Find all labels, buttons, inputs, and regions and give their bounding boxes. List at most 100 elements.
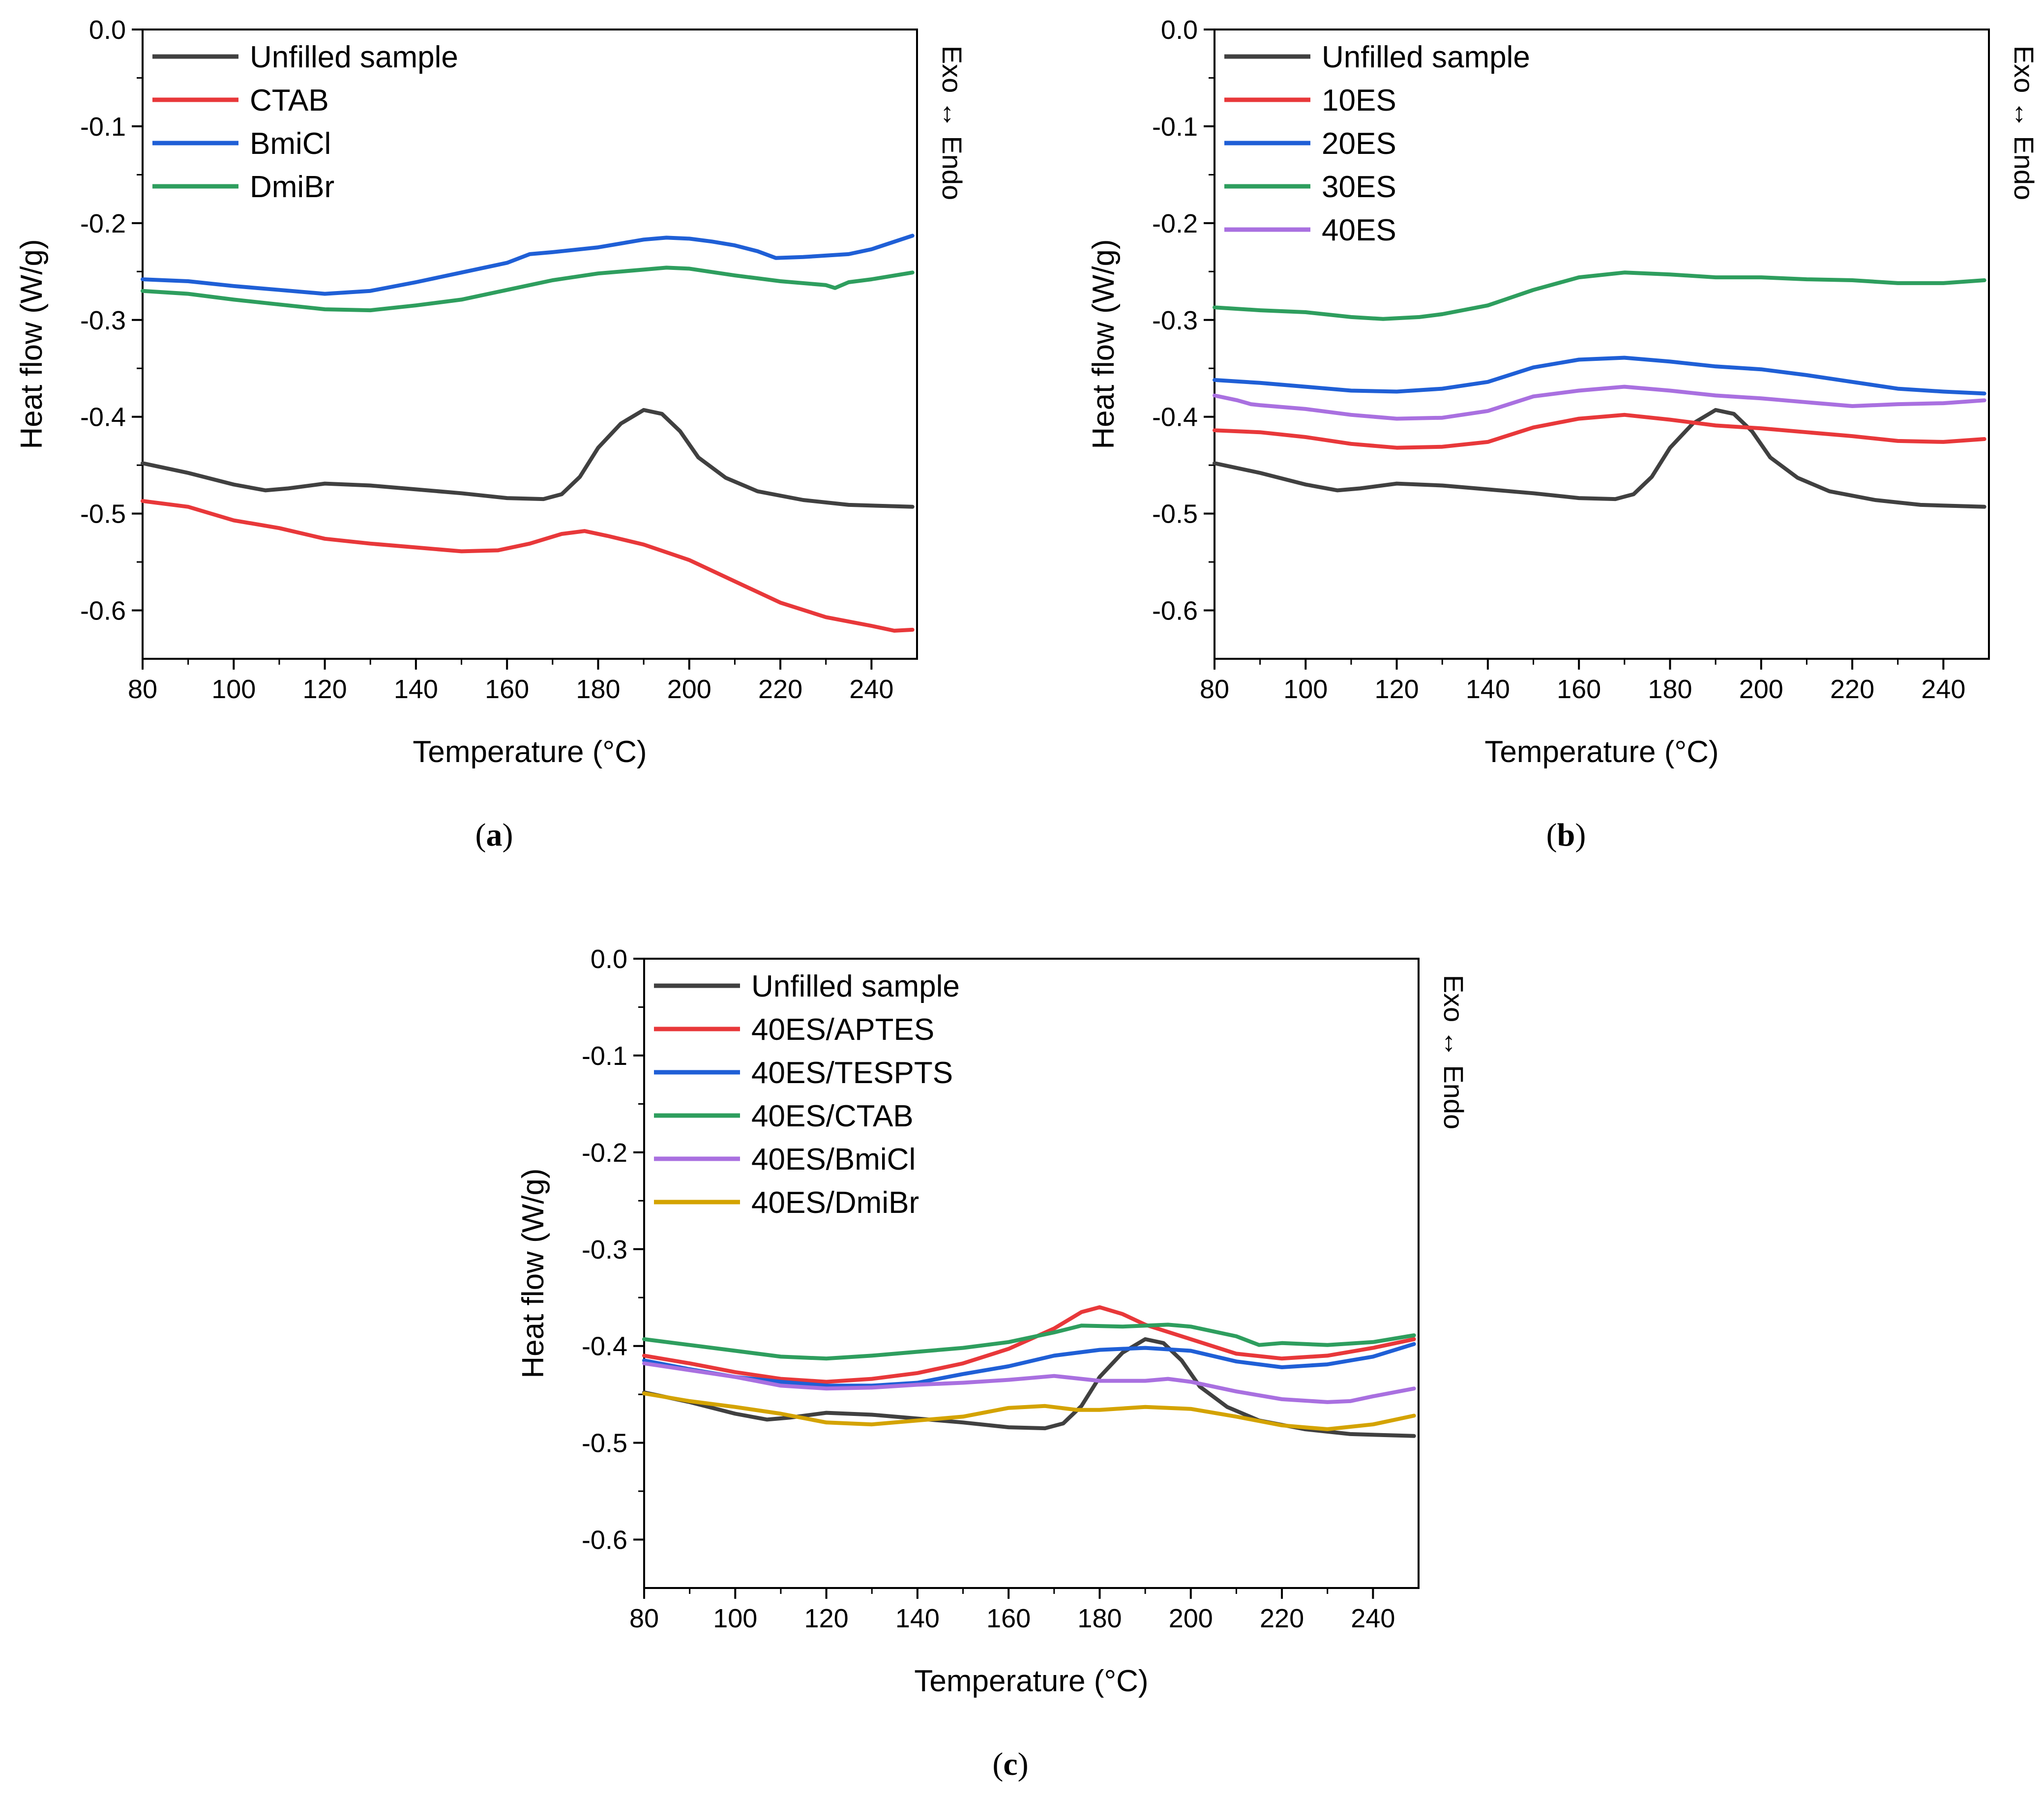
caption-close-paren: ): [1575, 817, 1586, 853]
x-tick-label: 240: [1351, 1604, 1395, 1633]
caption-open-paren: (: [1546, 817, 1557, 853]
legend-entry: 10ES: [1322, 84, 1396, 118]
y-tick-label: -0.2: [582, 1138, 627, 1168]
panel-c-backdrop: [447, 890, 1573, 1728]
y-tick-label: -0.5: [582, 1429, 627, 1458]
x-tick-label: 180: [1648, 675, 1692, 704]
series-line-ctab: [141, 499, 915, 633]
x-tick-label: 140: [394, 675, 438, 704]
plot-frame: [643, 958, 1420, 1589]
caption-close-paren: ): [1018, 1746, 1029, 1782]
x-axis-title: Temperature (°C): [413, 735, 647, 769]
y-tick-label: -0.1: [582, 1041, 627, 1071]
series-line-20es: [1213, 355, 1986, 396]
series-line-40es-bmicl: [642, 1361, 1416, 1404]
y-tick-label: -0.4: [1152, 403, 1198, 432]
legend-entry: 40ES/BmiCl: [751, 1143, 916, 1176]
x-tick-label: 80: [128, 675, 157, 704]
plot-frame: [142, 29, 918, 660]
legend-entry: CTAB: [250, 84, 329, 118]
plot-frame: [1214, 29, 1990, 660]
y-tick-label: -0.3: [1152, 306, 1198, 335]
x-tick-label: 140: [895, 1604, 940, 1633]
legend-entry: 20ES: [1322, 127, 1396, 161]
y-tick-label: -0.2: [80, 209, 126, 238]
legend-entry: 40ES/DmiBr: [751, 1186, 919, 1220]
legend-entry: Unfilled sample: [1322, 40, 1530, 74]
legend-entry: Unfilled sample: [250, 40, 458, 74]
x-tick-label: 140: [1466, 675, 1510, 704]
y-tick-label: -0.3: [80, 306, 126, 335]
panel-b: 80 100 120 140 160 180 200 220 240 0.0 -0.1 -0.2 -0.…: [1087, 15, 2040, 853]
series-line-40es-aptes: [642, 1305, 1416, 1384]
series-line-unfilled-sample: [141, 408, 915, 509]
y-axis-title: Heat flow (W/g): [15, 239, 49, 449]
y-tick-label: -0.5: [80, 500, 126, 529]
x-tick-label: 220: [1830, 675, 1874, 704]
y-axis-title: Heat flow (W/g): [1087, 239, 1121, 449]
x-tick-label: 220: [758, 675, 802, 704]
series-line-30es: [1213, 270, 1986, 321]
legend-entry: 40ES/TESPTS: [751, 1056, 953, 1090]
x-axis-title: Temperature (°C): [1484, 735, 1718, 769]
x-tick-label: 100: [1283, 675, 1328, 704]
y-tick-label: -0.4: [80, 403, 126, 432]
x-tick-label: 220: [1260, 1604, 1304, 1633]
panel-caption: (b): [1546, 817, 1586, 853]
x-tick-label: 160: [485, 675, 529, 704]
x-tick-label: 180: [576, 675, 620, 704]
caption-open-paren: (: [992, 1746, 1003, 1782]
exo-endo-label: Exo ↔ Endo: [2009, 46, 2040, 200]
y-tick-label: -0.6: [582, 1526, 627, 1555]
x-tick-label: 160: [986, 1604, 1031, 1633]
series-line-bmicl: [141, 234, 915, 296]
legend-entry: 40ES: [1322, 213, 1396, 247]
legend-entry: BmiCl: [250, 127, 331, 161]
y-tick-label: -0.6: [1152, 596, 1198, 626]
y-tick-label: -0.3: [582, 1235, 627, 1265]
exo-endo-label: Exo ↔ Endo: [937, 46, 968, 200]
series-line-40es-tespts: [642, 1342, 1416, 1388]
x-tick-label: 200: [1739, 675, 1783, 704]
x-tick-label: 200: [667, 675, 711, 704]
y-axis-title: Heat flow (W/g): [516, 1168, 550, 1378]
x-tick-label: 100: [713, 1604, 757, 1633]
caption-open-paren: (: [475, 817, 486, 853]
y-tick-label: -0.4: [582, 1332, 627, 1361]
y-tick-label: -0.5: [1152, 500, 1198, 529]
y-tick-label: 0.0: [591, 944, 627, 974]
caption-letter: b: [1557, 817, 1575, 853]
legend-entry: DmiBr: [250, 170, 334, 204]
panel-a: 80 100 120 140 160 180 200 220 240 0.0 -0.1 -0.2 -0.…: [15, 15, 968, 853]
x-tick-label: 80: [629, 1604, 659, 1633]
series-line-40es: [1213, 384, 1986, 421]
y-tick-label: 0.0: [1161, 15, 1198, 45]
series-line-unfilled-sample: [1213, 408, 1986, 509]
x-tick-label: 120: [303, 675, 347, 704]
series-line-40es-dmibr: [642, 1391, 1416, 1431]
x-tick-label: 200: [1169, 1604, 1213, 1633]
panel-c: 80 100 120 140 160 180 200 220 240 0.0 -0.1 -0.2 -0.…: [516, 944, 1469, 1782]
x-tick-label: 120: [804, 1604, 849, 1633]
series-line-unfilled-sample: [642, 1337, 1416, 1438]
x-tick-label: 120: [1375, 675, 1419, 704]
panel-caption: (c): [992, 1746, 1028, 1782]
x-tick-label: 240: [849, 675, 893, 704]
y-tick-label: -0.1: [80, 112, 126, 142]
caption-letter: a: [486, 817, 503, 853]
y-tick-label: 0.0: [89, 15, 126, 45]
x-tick-label: 160: [1557, 675, 1601, 704]
y-tick-label: -0.2: [1152, 209, 1198, 238]
legend-entry: 40ES/CTAB: [751, 1099, 914, 1133]
caption-close-paren: ): [503, 817, 513, 853]
x-tick-label: 180: [1077, 1604, 1122, 1633]
caption-letter: c: [1003, 1746, 1017, 1782]
x-tick-label: 80: [1200, 675, 1229, 704]
legend-entry: Unfilled sample: [751, 970, 960, 1003]
series-line-dmibr: [141, 265, 915, 313]
panel-caption: (a): [475, 817, 513, 853]
y-tick-label: -0.6: [80, 596, 126, 626]
x-tick-label: 100: [211, 675, 256, 704]
series-line-10es: [1213, 412, 1986, 450]
